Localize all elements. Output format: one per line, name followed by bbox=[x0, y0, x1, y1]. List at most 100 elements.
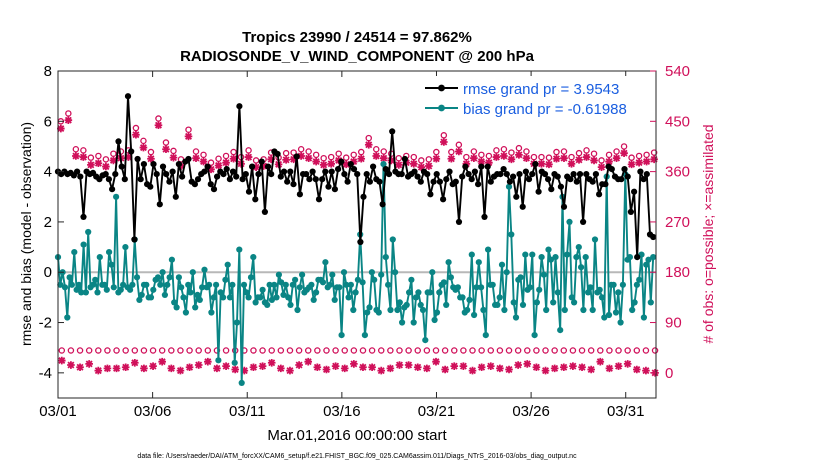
bias-point bbox=[319, 279, 327, 286]
rmse-point bbox=[245, 188, 253, 195]
obs-assimilated-marker bbox=[162, 145, 170, 154]
bias-point bbox=[75, 281, 82, 288]
bias-point bbox=[501, 306, 508, 314]
bias-point bbox=[591, 236, 599, 243]
obs-possible-marker bbox=[290, 149, 297, 156]
bias-point bbox=[440, 279, 447, 286]
rmse-point bbox=[509, 173, 517, 180]
obs-possible-marker bbox=[162, 139, 170, 146]
obs-possible-marker bbox=[651, 347, 659, 354]
bias-point bbox=[617, 319, 624, 326]
obs-assimilated-marker bbox=[578, 363, 586, 372]
obs-possible-marker bbox=[368, 347, 376, 354]
bias-point bbox=[271, 281, 278, 288]
rmse-point bbox=[284, 178, 291, 185]
obs-possible-marker bbox=[433, 148, 440, 156]
bias-point bbox=[238, 379, 245, 386]
bias-point bbox=[224, 261, 231, 268]
rmse-point bbox=[478, 163, 485, 170]
bias-point bbox=[280, 291, 287, 298]
bias-point bbox=[464, 306, 471, 314]
rmse-point bbox=[268, 171, 275, 178]
obs-possible-marker bbox=[441, 347, 449, 354]
obs-possible-marker bbox=[357, 148, 365, 156]
obs-possible-marker bbox=[222, 152, 230, 160]
obs-possible-marker bbox=[560, 148, 568, 155]
obs-possible-marker bbox=[95, 152, 102, 160]
obs-assimilated-marker bbox=[404, 361, 413, 369]
bias-point bbox=[336, 284, 343, 291]
obs-assimilated-marker bbox=[192, 154, 200, 162]
obs-possible-marker bbox=[95, 347, 102, 354]
bias-point bbox=[505, 183, 513, 190]
rmse-point bbox=[398, 171, 405, 178]
obs-assimilated-marker bbox=[319, 161, 328, 169]
obs-possible-marker bbox=[650, 149, 658, 156]
rmse-point bbox=[319, 176, 326, 183]
rmse-point bbox=[592, 171, 600, 178]
obs-assimilated-marker bbox=[582, 153, 591, 161]
bias-point bbox=[192, 304, 199, 311]
bias-point bbox=[445, 259, 452, 266]
obs-assimilated-marker bbox=[560, 154, 568, 162]
bias-point bbox=[80, 241, 87, 248]
bias-point bbox=[331, 296, 338, 303]
rmse-point bbox=[385, 171, 393, 178]
obs-possible-marker bbox=[395, 154, 403, 162]
rmse-point bbox=[471, 168, 478, 175]
obs-possible-marker bbox=[65, 110, 72, 117]
bias-point bbox=[510, 299, 517, 306]
bias-point bbox=[308, 281, 315, 288]
rmse-point bbox=[631, 188, 638, 195]
rmse-point bbox=[293, 153, 300, 160]
obs-possible-marker bbox=[496, 347, 504, 354]
bias-point bbox=[206, 281, 213, 288]
bias-point bbox=[408, 276, 415, 283]
bias-point bbox=[161, 291, 168, 298]
obs-possible-marker bbox=[104, 347, 111, 354]
obs-possible-marker bbox=[72, 146, 80, 153]
obs-possible-marker bbox=[545, 154, 553, 161]
rmse-point bbox=[172, 193, 179, 200]
rmse-point bbox=[497, 171, 504, 178]
rmse-point bbox=[580, 218, 587, 225]
bias-point bbox=[338, 332, 345, 339]
obs-assimilated-marker bbox=[109, 156, 118, 165]
rmse-point bbox=[325, 183, 332, 190]
obs-assimilated-marker bbox=[590, 156, 598, 165]
data-file-footnote: data file: /Users/raeder/DAI/ATM_forcXX/… bbox=[137, 453, 577, 460]
obs-possible-marker bbox=[387, 347, 394, 354]
y-tick-label: 6 bbox=[44, 113, 52, 130]
y-tick-label: 8 bbox=[44, 63, 52, 80]
obs-possible-marker bbox=[113, 347, 120, 354]
rmse-point bbox=[560, 203, 568, 210]
obs-possible-marker bbox=[297, 146, 305, 153]
obs-assimilated-marker bbox=[267, 358, 276, 367]
bias-point bbox=[361, 332, 368, 339]
obs-assimilated-marker bbox=[295, 361, 303, 369]
rmse-point bbox=[322, 168, 329, 175]
obs-possible-marker bbox=[350, 151, 357, 159]
obs-assimilated-marker bbox=[331, 362, 340, 370]
bias-point bbox=[650, 254, 657, 261]
rmse-point bbox=[500, 166, 507, 173]
obs-possible-marker bbox=[410, 153, 418, 161]
obs-assimilated-marker bbox=[79, 153, 88, 161]
rmse-point bbox=[252, 196, 259, 203]
bias-point bbox=[473, 284, 480, 291]
obs-assimilated-marker bbox=[377, 366, 386, 375]
bias-point bbox=[417, 301, 424, 308]
bias-point bbox=[529, 251, 536, 258]
bias-point bbox=[406, 289, 413, 296]
bias-point bbox=[340, 269, 348, 276]
obs-possible-marker bbox=[583, 147, 590, 154]
bias-point bbox=[382, 254, 389, 261]
obs-assimilated-marker bbox=[387, 156, 396, 165]
obs-assimilated-marker bbox=[124, 153, 133, 161]
rmse-point bbox=[277, 173, 284, 180]
x-tick-label: 03/21 bbox=[418, 403, 456, 420]
bias-point bbox=[508, 231, 515, 238]
obs-assimilated-marker bbox=[231, 365, 240, 374]
obs-assimilated-marker bbox=[575, 156, 583, 164]
rmse-point bbox=[239, 176, 246, 183]
